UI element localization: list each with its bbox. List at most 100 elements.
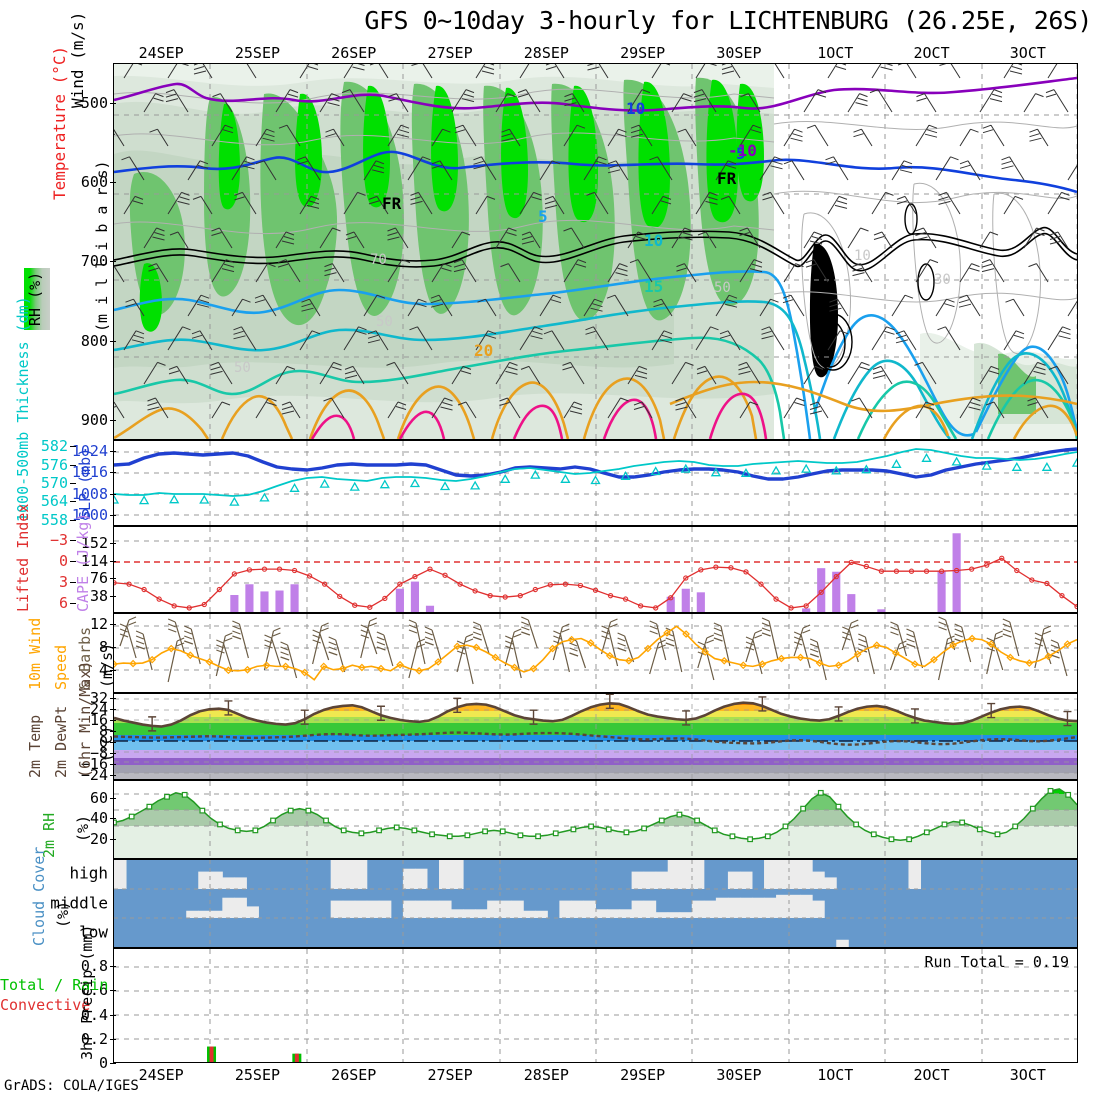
wind-barb — [713, 622, 731, 667]
upper-wind-barb — [959, 263, 980, 283]
cape-bar — [681, 588, 690, 612]
y-tick: 3 — [58, 572, 68, 591]
upper-wind-barb — [1047, 64, 1058, 79]
li-marker — [1029, 577, 1035, 583]
upper-wind-barb — [477, 298, 497, 317]
wind-barb — [456, 633, 474, 673]
upper-wind-barb — [587, 64, 609, 79]
upper-wind-barb — [473, 156, 497, 181]
y-tick: −8 — [89, 743, 108, 762]
wind-barb — [184, 625, 201, 665]
upper-wind-barb — [695, 191, 718, 215]
y-tick: 1024 — [71, 441, 108, 460]
upper-wind-barb — [143, 227, 165, 249]
cloud-cover-bar — [342, 860, 356, 889]
thickness-line — [114, 448, 1077, 497]
y-tick: 1008 — [71, 484, 108, 503]
wind-barb — [697, 634, 715, 669]
svg-text:50: 50 — [714, 280, 731, 296]
wind-barb — [954, 623, 972, 663]
upper-wind-barb — [387, 124, 410, 147]
upper-wind-barb — [915, 227, 937, 249]
upper-wind-barb — [167, 326, 191, 351]
cloud-cover-bar — [776, 860, 789, 889]
cape-bar — [245, 584, 254, 612]
slp-plot — [114, 441, 1077, 525]
cloud-cover-bar — [414, 900, 428, 918]
y-tick: 4 — [98, 661, 108, 680]
upper-wind-barb — [916, 93, 937, 113]
wind-speed-marker — [815, 659, 824, 667]
upper-wind-barb — [519, 191, 542, 215]
cloud-cover-bar — [595, 909, 609, 918]
tick-mark — [110, 420, 116, 422]
y-tick: −24 — [80, 765, 108, 784]
y-tick: 16 — [89, 711, 108, 730]
y-tick: 40 — [89, 809, 108, 828]
tick-mark — [70, 464, 76, 466]
upper-wind-barb — [696, 365, 717, 385]
wind-speed-marker — [453, 642, 462, 651]
minmax-bar — [453, 697, 462, 713]
wind-barb — [215, 632, 233, 677]
upper-wind-barb — [803, 89, 827, 113]
rh-marker — [853, 821, 860, 828]
date-tick-24sep: 24SEP — [138, 1066, 184, 1084]
thickness-marker — [861, 464, 872, 474]
upper-wind-barb — [739, 124, 762, 147]
li-marker — [668, 595, 674, 601]
rh-marker — [429, 831, 435, 838]
thickness-marker — [1071, 457, 1077, 467]
cloud-cover-bar — [439, 900, 452, 918]
cloud-cover-bar — [198, 871, 211, 889]
cloud-cover-bar — [643, 900, 657, 918]
cape-bar — [696, 592, 705, 612]
cloud-cover-bar — [559, 900, 572, 918]
upper-wind-barb — [671, 93, 692, 113]
upper-wind-barb — [803, 365, 824, 385]
upper-wind-barb — [409, 326, 433, 351]
li-marker — [231, 571, 238, 577]
tick-mark — [110, 990, 116, 992]
rh-marker — [676, 811, 683, 818]
thickness-marker — [770, 465, 782, 475]
tick-mark — [110, 493, 116, 495]
upper-wind-barb — [410, 191, 433, 215]
upper-wind-barb — [233, 326, 257, 351]
upper-wind-barb — [720, 195, 741, 215]
date-tick-25sep: 25SEP — [234, 1066, 281, 1084]
precip-convective-bar — [209, 1046, 214, 1062]
li-marker — [923, 568, 930, 574]
svg-text:5: 5 — [538, 207, 548, 226]
cloud-cover-bar — [667, 860, 681, 889]
tick-mark — [110, 966, 116, 968]
cloud-cover-bar — [800, 860, 813, 889]
wind-speed-marker — [472, 643, 481, 652]
cloud-cover-bar — [463, 909, 476, 918]
cloud-cover-bar — [643, 871, 657, 889]
cloud-cover-bar — [523, 910, 536, 918]
cloud-cover-bar — [812, 871, 825, 889]
y-tick: 12 — [89, 615, 108, 634]
upper-wind-barb — [583, 298, 603, 317]
li-marker — [863, 563, 869, 570]
upper-wind-barb — [939, 64, 961, 79]
thickness-marker — [710, 467, 721, 477]
wind-speed-marker — [434, 658, 443, 666]
cloud-cover-bar — [366, 900, 380, 918]
wind-barbs-10m — [119, 616, 1068, 685]
upper-wind-barb — [495, 93, 516, 113]
upper-wind-barb — [761, 326, 785, 351]
rh-marker — [358, 830, 365, 837]
tick-mark — [70, 501, 76, 503]
minmax-bar — [1063, 710, 1072, 727]
upper-wind-barb — [739, 227, 761, 249]
tick-mark — [70, 483, 76, 484]
rh-marker — [711, 827, 718, 834]
cloud-cover-bar — [222, 877, 235, 889]
wind-barb — [906, 628, 924, 669]
svg-text:-10: -10 — [728, 141, 757, 160]
li-marker — [246, 567, 253, 573]
wind-barb — [841, 619, 859, 651]
date-tick-3oct: 3OCT — [1009, 44, 1046, 62]
